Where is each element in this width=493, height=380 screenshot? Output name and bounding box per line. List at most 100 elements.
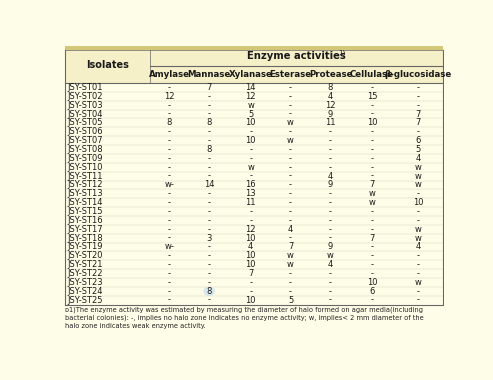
Text: -: - <box>289 172 292 180</box>
Text: 9: 9 <box>328 180 333 190</box>
Text: -: - <box>208 101 211 110</box>
Text: -: - <box>208 207 211 216</box>
Text: -: - <box>371 136 374 145</box>
Text: -: - <box>329 225 332 234</box>
Text: w: w <box>415 180 422 190</box>
Text: -: - <box>168 154 171 163</box>
Text: Isolates: Isolates <box>86 60 129 70</box>
Text: -: - <box>371 269 374 278</box>
Text: JSY-ST20: JSY-ST20 <box>68 251 103 260</box>
Bar <box>65 83 443 304</box>
Text: -: - <box>168 234 171 242</box>
Text: -: - <box>417 92 420 101</box>
Text: JSY-ST21: JSY-ST21 <box>68 260 103 269</box>
Text: -: - <box>249 278 252 287</box>
Text: w: w <box>415 163 422 172</box>
Text: 5: 5 <box>248 109 253 119</box>
Text: 14: 14 <box>246 83 256 92</box>
Text: -: - <box>208 225 211 234</box>
Text: w: w <box>415 172 422 180</box>
Text: 10: 10 <box>246 136 256 145</box>
Text: 16: 16 <box>246 180 256 190</box>
Text: -: - <box>168 109 171 119</box>
Text: -: - <box>329 296 332 305</box>
Text: 4: 4 <box>328 92 333 101</box>
Text: -: - <box>168 163 171 172</box>
Text: β-glucosidase: β-glucosidase <box>384 70 452 79</box>
Text: -: - <box>249 127 252 136</box>
Text: 7: 7 <box>415 109 421 119</box>
Text: -: - <box>168 189 171 198</box>
Text: JSY-ST24: JSY-ST24 <box>68 287 103 296</box>
Text: -: - <box>168 278 171 287</box>
Text: w: w <box>415 234 422 242</box>
Text: -: - <box>289 234 292 242</box>
Text: -: - <box>289 198 292 207</box>
Text: -: - <box>249 207 252 216</box>
Text: JSY-ST11: JSY-ST11 <box>68 172 103 180</box>
Text: -: - <box>329 198 332 207</box>
Text: Amylase: Amylase <box>148 70 190 79</box>
Text: Protease: Protease <box>309 70 352 79</box>
Text: JSY-ST13: JSY-ST13 <box>68 189 104 198</box>
Text: -: - <box>289 145 292 154</box>
Text: -: - <box>208 172 211 180</box>
Text: -: - <box>249 154 252 163</box>
Text: 6: 6 <box>369 287 375 296</box>
Text: -: - <box>208 216 211 225</box>
Text: -: - <box>289 83 292 92</box>
Text: -: - <box>329 207 332 216</box>
Text: JSY-ST02: JSY-ST02 <box>68 92 103 101</box>
Text: -: - <box>168 207 171 216</box>
Text: 12: 12 <box>246 92 256 101</box>
Text: -: - <box>208 163 211 172</box>
Text: -: - <box>168 216 171 225</box>
Text: JSY-ST12: JSY-ST12 <box>68 180 103 190</box>
Text: -: - <box>371 216 374 225</box>
Text: -: - <box>417 83 420 92</box>
Text: -: - <box>289 207 292 216</box>
Text: -: - <box>168 83 171 92</box>
Text: -: - <box>329 287 332 296</box>
Text: -: - <box>417 127 420 136</box>
Text: w: w <box>287 251 294 260</box>
Text: 10: 10 <box>246 234 256 242</box>
Text: -: - <box>371 127 374 136</box>
Text: 8: 8 <box>207 287 212 296</box>
Text: -: - <box>417 287 420 296</box>
Text: -: - <box>371 172 374 180</box>
Text: -: - <box>289 216 292 225</box>
Text: -: - <box>329 136 332 145</box>
Text: -: - <box>371 207 374 216</box>
Text: 7: 7 <box>369 180 375 190</box>
Bar <box>65 46 443 83</box>
Text: -: - <box>208 198 211 207</box>
Text: -: - <box>168 145 171 154</box>
Text: -: - <box>289 109 292 119</box>
Text: -: - <box>371 260 374 269</box>
Text: -: - <box>329 127 332 136</box>
Text: -: - <box>168 127 171 136</box>
Text: w-: w- <box>164 180 174 190</box>
Text: -: - <box>208 109 211 119</box>
Text: 5: 5 <box>288 296 293 305</box>
Text: 14: 14 <box>204 180 214 190</box>
Text: 4: 4 <box>415 154 421 163</box>
Text: w: w <box>247 163 254 172</box>
Text: -: - <box>417 269 420 278</box>
Text: -: - <box>417 101 420 110</box>
Text: -: - <box>371 83 374 92</box>
Text: 8: 8 <box>207 145 212 154</box>
Text: -: - <box>208 251 211 260</box>
Text: -: - <box>289 101 292 110</box>
Text: 1): 1) <box>339 49 346 56</box>
Text: -: - <box>329 145 332 154</box>
Text: Xylanase: Xylanase <box>229 70 273 79</box>
Text: -: - <box>417 207 420 216</box>
Text: -: - <box>329 234 332 242</box>
Text: -: - <box>168 287 171 296</box>
Text: JSY-ST04: JSY-ST04 <box>68 109 103 119</box>
Text: -: - <box>208 127 211 136</box>
Text: -: - <box>168 251 171 260</box>
Text: -: - <box>371 163 374 172</box>
